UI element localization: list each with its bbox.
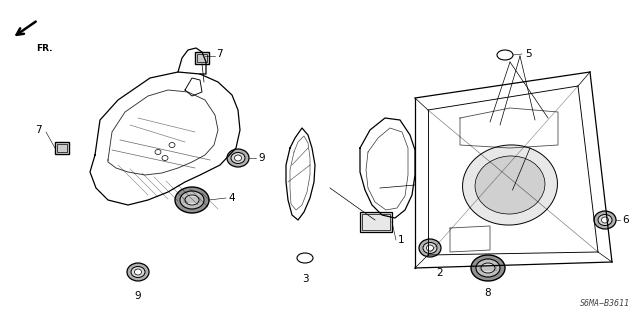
Text: 8: 8 [484, 288, 492, 298]
Text: 9: 9 [134, 291, 141, 301]
Text: 7: 7 [35, 125, 42, 135]
Ellipse shape [234, 155, 241, 161]
Ellipse shape [423, 242, 437, 254]
Ellipse shape [497, 50, 513, 60]
Ellipse shape [131, 266, 145, 278]
Ellipse shape [169, 143, 175, 147]
Ellipse shape [602, 217, 609, 223]
Ellipse shape [463, 145, 557, 225]
Text: 2: 2 [436, 268, 444, 278]
Ellipse shape [594, 211, 616, 229]
Ellipse shape [598, 214, 612, 226]
Text: FR.: FR. [36, 44, 52, 53]
Ellipse shape [471, 255, 505, 281]
Text: 4: 4 [228, 193, 235, 203]
FancyBboxPatch shape [195, 52, 209, 63]
FancyBboxPatch shape [57, 145, 67, 152]
FancyBboxPatch shape [197, 55, 207, 62]
Ellipse shape [162, 155, 168, 160]
Ellipse shape [481, 263, 495, 273]
Ellipse shape [134, 269, 141, 275]
Ellipse shape [155, 150, 161, 154]
Ellipse shape [475, 156, 545, 214]
Ellipse shape [476, 259, 500, 277]
Text: 3: 3 [301, 274, 308, 284]
Text: 9: 9 [258, 153, 264, 163]
Ellipse shape [180, 191, 204, 209]
Ellipse shape [297, 253, 313, 263]
Ellipse shape [227, 149, 249, 167]
Ellipse shape [127, 263, 149, 281]
Text: 6: 6 [622, 215, 628, 225]
Text: 1: 1 [398, 235, 404, 245]
Text: 5: 5 [525, 49, 532, 59]
Ellipse shape [175, 187, 209, 213]
FancyBboxPatch shape [55, 142, 69, 154]
Ellipse shape [419, 239, 441, 257]
FancyBboxPatch shape [360, 212, 392, 232]
Ellipse shape [426, 245, 433, 251]
Ellipse shape [185, 195, 199, 205]
Text: S6MA−B3611: S6MA−B3611 [580, 299, 630, 308]
FancyBboxPatch shape [362, 214, 390, 230]
Text: 7: 7 [216, 49, 223, 59]
Ellipse shape [231, 152, 245, 164]
